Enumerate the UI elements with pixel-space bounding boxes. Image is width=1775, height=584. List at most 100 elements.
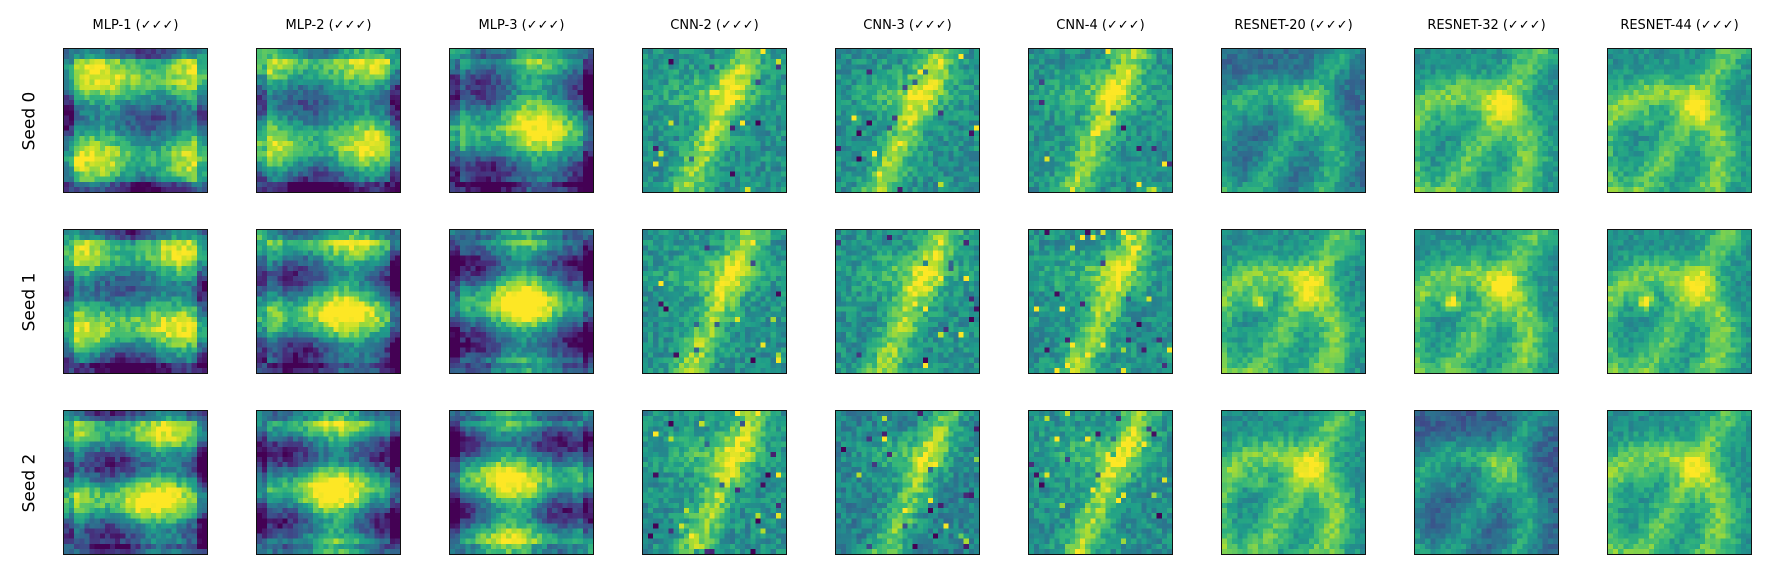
heatmap-cell [770, 64, 776, 70]
heatmap-cell [719, 166, 725, 172]
heatmap-cell [724, 59, 730, 65]
heatmap-cell [277, 130, 283, 136]
heatmap-cell [729, 54, 736, 60]
heatmap-cell [277, 181, 283, 187]
heatmap-cell [1034, 84, 1040, 90]
heatmap-cell [1319, 84, 1325, 90]
heatmap-cell [323, 186, 329, 192]
heatmap-cell [770, 130, 776, 136]
heatmap-cell [328, 110, 334, 116]
heatmap-cell [973, 59, 979, 65]
heatmap-cell [846, 130, 852, 136]
heatmap-cell [876, 151, 883, 157]
heatmap-cell [663, 64, 669, 70]
heatmap-cell [1090, 110, 1096, 116]
heatmap-cell [536, 105, 543, 111]
heatmap-cell [973, 176, 979, 182]
heatmap-cell [308, 125, 314, 131]
heatmap-cell [99, 94, 105, 101]
heatmap-cell [678, 176, 684, 182]
heatmap-cell [104, 130, 111, 136]
heatmap-cell [181, 74, 187, 80]
heatmap-cell [166, 49, 172, 55]
heatmap-cell [308, 166, 314, 172]
heatmap-cell [841, 166, 847, 172]
heatmap-cell [99, 74, 105, 80]
heatmap-cell [1227, 49, 1233, 55]
heatmap-cell [948, 74, 954, 80]
heatmap-cell [876, 54, 883, 60]
heatmap-cell [1151, 171, 1157, 177]
heatmap-cell [171, 146, 177, 152]
heatmap-cell [694, 54, 700, 60]
heatmap-cell [552, 176, 558, 182]
heatmap-cell [846, 84, 852, 90]
heatmap-cell [521, 110, 527, 116]
heatmap-cell [851, 166, 857, 172]
heatmap-cell [480, 49, 486, 55]
heatmap-cell [69, 146, 75, 152]
heatmap-cell [84, 166, 90, 172]
heatmap-cell [1054, 94, 1060, 101]
heatmap-cell [1161, 166, 1167, 172]
heatmap-cell [897, 49, 903, 55]
heatmap-cell [694, 151, 700, 157]
heatmap-cell [881, 181, 888, 187]
heatmap-cell [1044, 115, 1050, 121]
heatmap-cell [958, 151, 964, 157]
heatmap-cell [577, 171, 583, 177]
heatmap-cell [125, 54, 131, 60]
heatmap-cell [775, 64, 781, 70]
heatmap-cell [526, 171, 532, 177]
heatmap-cell [1059, 186, 1065, 192]
heatmap-cell [1115, 140, 1122, 147]
heatmap-cell [64, 146, 70, 152]
heatmap-cell [74, 100, 80, 106]
heatmap-cell [501, 110, 507, 116]
heatmap-cell [953, 94, 959, 101]
heatmap-cell [460, 135, 466, 142]
heatmap-cell [1131, 79, 1137, 85]
heatmap-cell [313, 49, 319, 55]
heatmap-cell [1349, 64, 1355, 70]
heatmap-cell [109, 151, 116, 157]
heatmap-cell [881, 110, 888, 116]
heatmap-cell [181, 84, 187, 90]
heatmap-cell [841, 94, 847, 101]
heatmap-cell [171, 135, 177, 142]
heatmap-cell [333, 125, 339, 131]
heatmap-cell [74, 130, 80, 136]
heatmap-cell [313, 135, 319, 142]
heatmap-cell [1247, 89, 1253, 96]
heatmap-cell [663, 74, 669, 80]
heatmap-cell [1242, 59, 1248, 65]
heatmap-cell [354, 140, 360, 147]
heatmap-cell [557, 125, 563, 131]
heatmap-cell [1298, 79, 1304, 85]
heatmap-cell [1090, 146, 1096, 152]
heatmap-cell [1049, 186, 1055, 192]
heatmap-cell [308, 156, 314, 162]
heatmap-cell [140, 156, 146, 162]
heatmap-cell [1049, 171, 1055, 177]
heatmap-cell [292, 94, 298, 101]
heatmap-cell [84, 115, 90, 121]
heatmap-cell [973, 120, 979, 126]
heatmap-cell [120, 176, 126, 182]
heatmap-cell [536, 130, 543, 136]
heatmap-cell [547, 74, 553, 80]
heatmap-cell [567, 84, 573, 90]
heatmap-cell [354, 54, 360, 60]
heatmap-cell [64, 59, 70, 65]
heatmap-cell [1064, 161, 1070, 167]
heatmap-cell [1146, 54, 1152, 60]
heatmap-cell [587, 105, 593, 111]
heatmap-cell [760, 110, 766, 116]
heatmap-cell [495, 166, 502, 172]
heatmap-cell [74, 146, 80, 152]
heatmap-cell [658, 74, 664, 80]
heatmap-cell [643, 181, 649, 187]
heatmap-cell [501, 130, 507, 136]
heatmap-cell [714, 110, 720, 116]
heatmap-cell [89, 89, 95, 96]
